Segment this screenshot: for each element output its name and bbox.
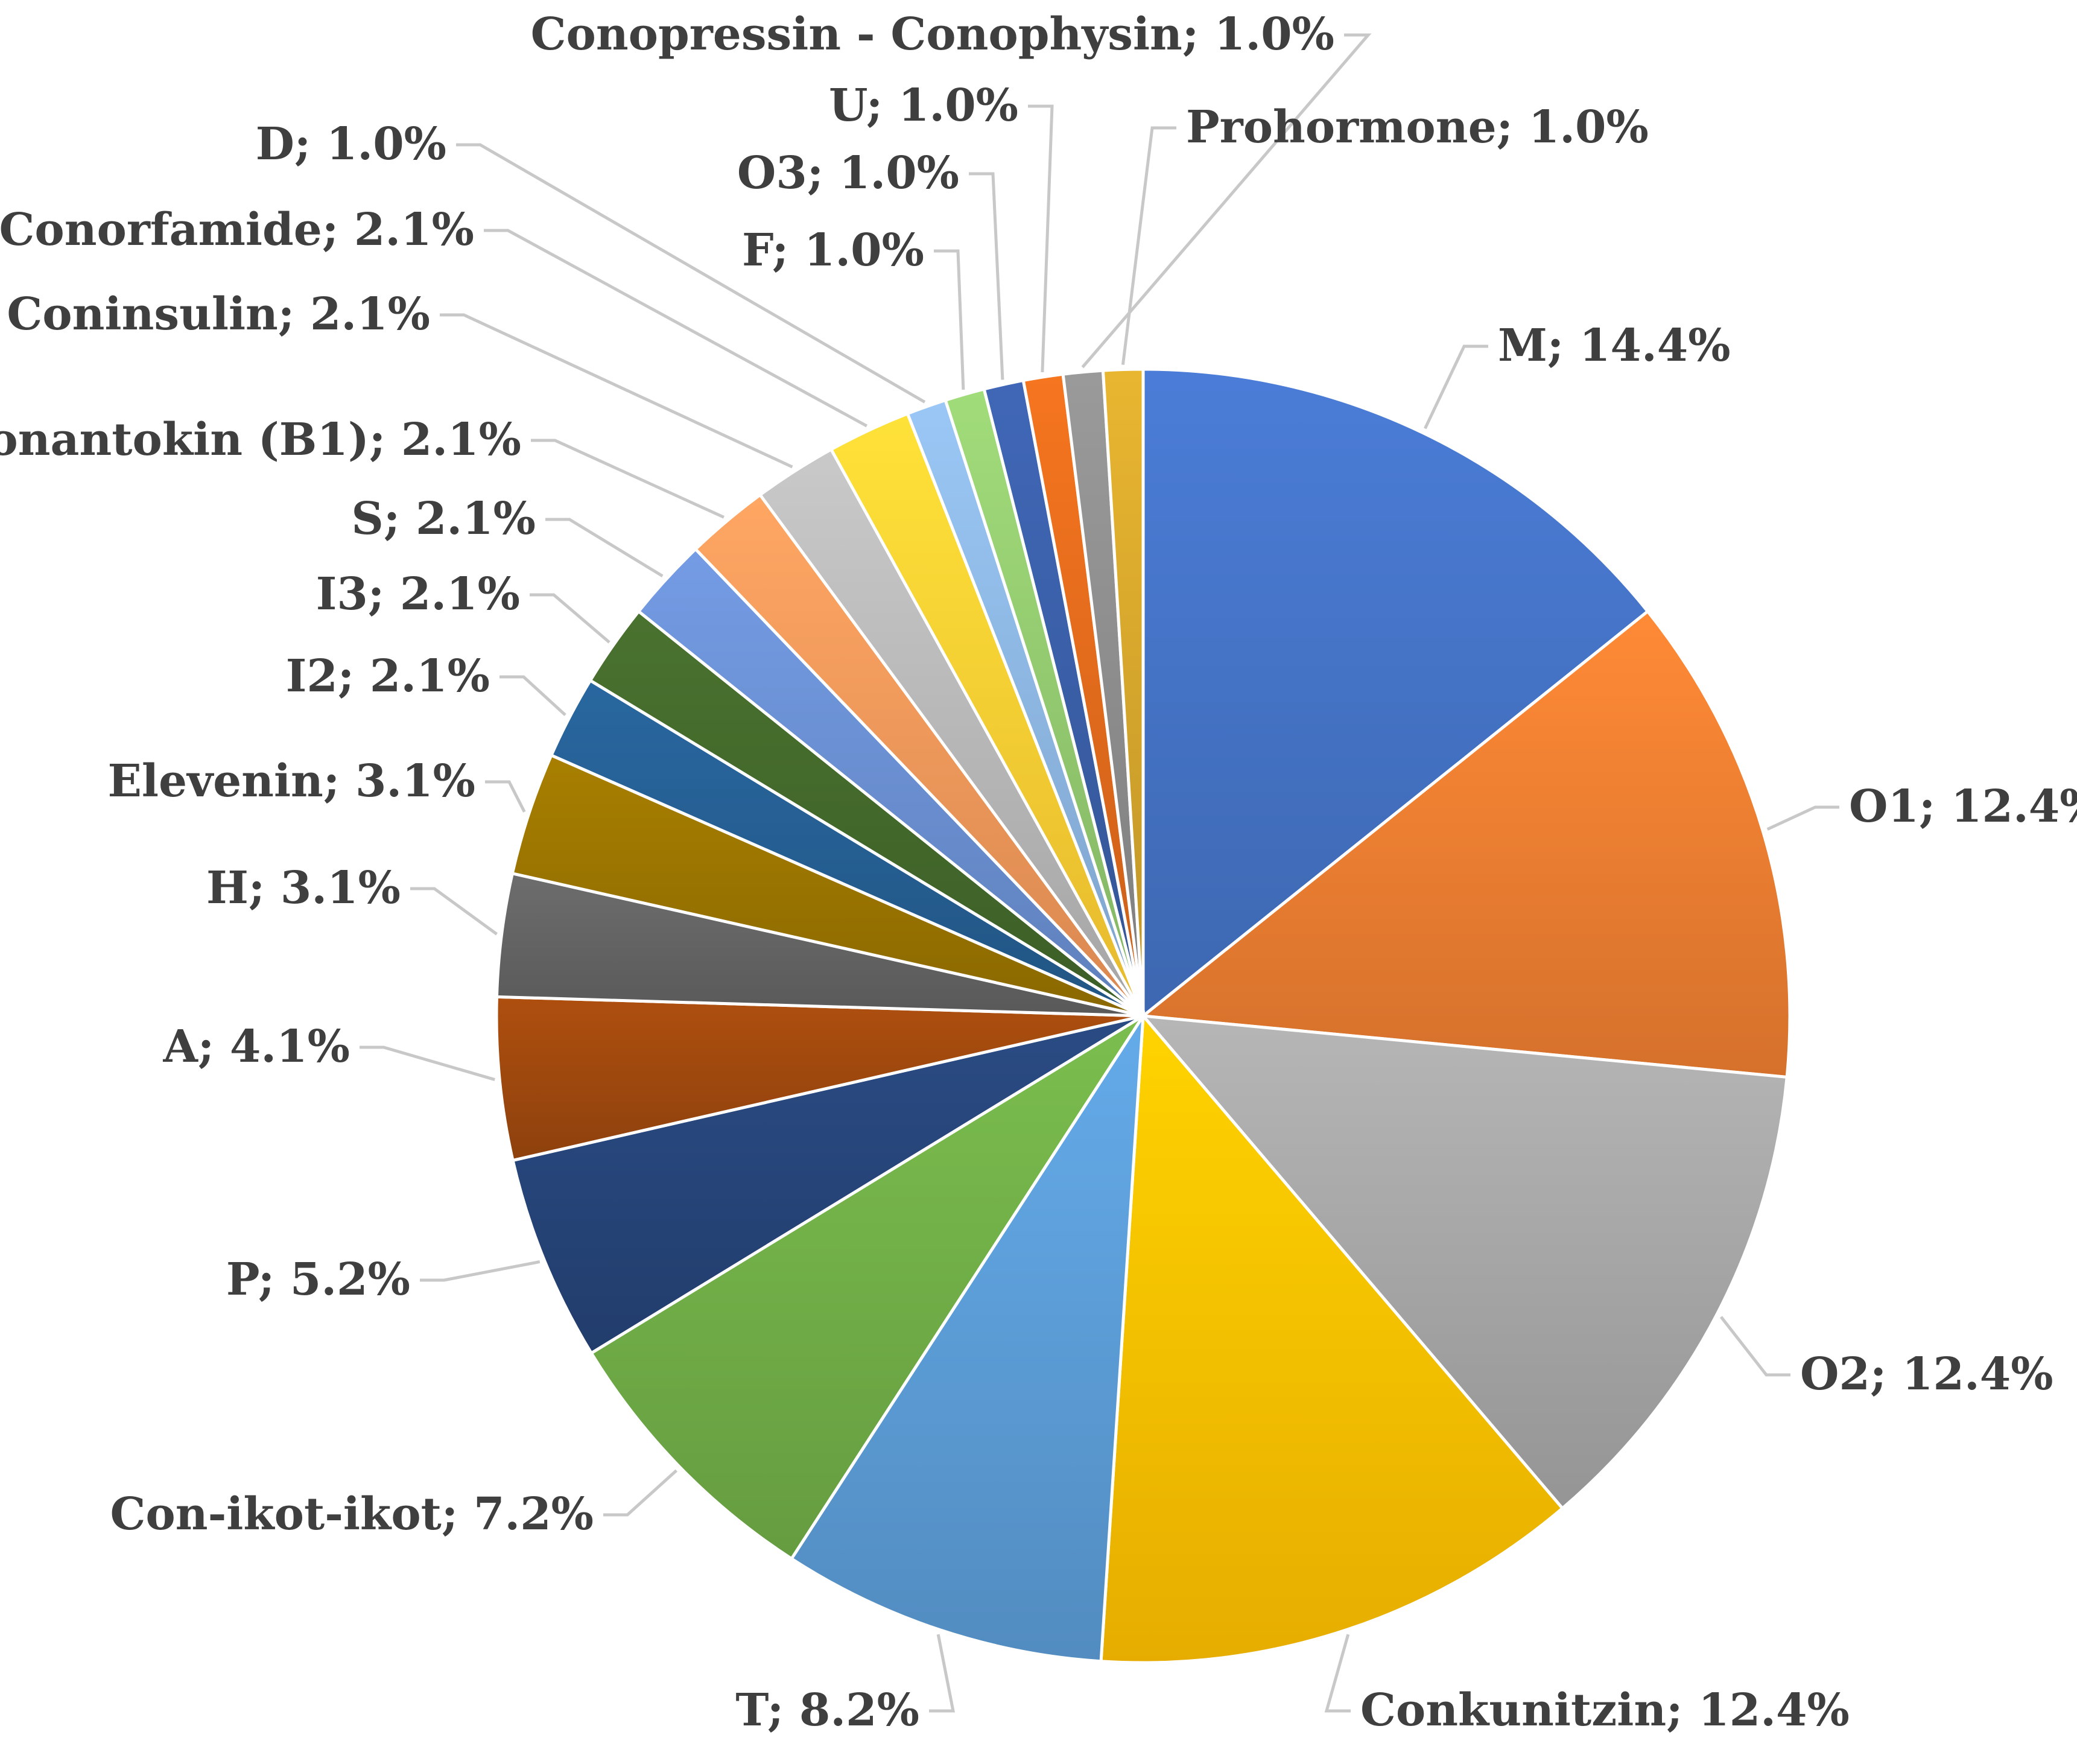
pie-slice-a bbox=[495, 995, 1144, 1163]
labels-layer: M; 14.4% O1; 12.4% O2; 12.4% Conkunitzin; 1… bbox=[0, 8, 2077, 1736]
leader-line-f bbox=[934, 249, 965, 390]
leader-line-h bbox=[410, 887, 498, 936]
data-label-d: D; 1.0% bbox=[256, 118, 446, 170]
data-label-s: S; 2.1% bbox=[351, 493, 536, 545]
pie-slice-t bbox=[789, 1010, 1146, 1663]
leader-line-u bbox=[1028, 104, 1054, 373]
leader-line-i2 bbox=[499, 675, 566, 717]
leader-line-elevenin bbox=[485, 780, 526, 813]
leader-line-p bbox=[420, 1260, 541, 1282]
pie-slice-o2 bbox=[1140, 1014, 1789, 1511]
pie-slice-con-ikot-ikot bbox=[589, 1014, 1145, 1561]
data-label-con-ikot-ikot: Con-ikot-ikot; 7.2% bbox=[110, 1488, 594, 1540]
leader-line-conantokin-b1 bbox=[531, 439, 725, 519]
data-label-i3: I3; 2.1% bbox=[316, 568, 520, 620]
data-label-h: H; 3.1% bbox=[206, 862, 401, 914]
leader-line-con-ikot-ikot bbox=[603, 1469, 677, 1517]
data-label-o2: O2; 12.4% bbox=[1800, 1348, 2053, 1400]
data-label-f: F; 1.0% bbox=[742, 224, 924, 276]
data-label-i2: I2; 2.1% bbox=[286, 650, 490, 702]
leader-line-conopressin-conophysin bbox=[1081, 33, 1372, 369]
leader-line-coninsulin bbox=[440, 313, 793, 469]
leader-line-d bbox=[456, 143, 926, 404]
data-label-o1: O1; 12.4% bbox=[1849, 781, 2077, 833]
data-label-o3: O3; 1.0% bbox=[737, 147, 959, 199]
data-label-prohormone: Prohormone; 1.0% bbox=[1186, 101, 1649, 153]
leader-line-t bbox=[929, 1634, 956, 1713]
data-label-a: A; 4.1% bbox=[162, 1021, 350, 1073]
leader-line-m bbox=[1424, 344, 1488, 430]
leader-line-conorfamide bbox=[484, 229, 867, 428]
data-label-p: P; 5.2% bbox=[226, 1254, 410, 1306]
leader-line-o2 bbox=[1719, 1316, 1790, 1377]
data-label-conorfamide: Conorfamide; 2.1% bbox=[0, 204, 474, 256]
slices-layer bbox=[495, 367, 1792, 1664]
data-label-conantokin-b1: Conantokin (B1); 2.1% bbox=[0, 414, 521, 466]
leader-line-o3 bbox=[969, 172, 1004, 380]
leader-line-conkunitzin bbox=[1324, 1634, 1351, 1713]
leader-line-o1 bbox=[1766, 805, 1839, 831]
leader-line-s bbox=[545, 518, 664, 578]
data-label-conkunitzin: Conkunitzin; 12.4% bbox=[1360, 1684, 1850, 1736]
data-label-u: U; 1.0% bbox=[829, 80, 1018, 132]
pie-slice-o1 bbox=[1139, 609, 1792, 1079]
data-label-conopressin-conophysin: Conopressin - Conophysin; 1.0% bbox=[531, 8, 1334, 60]
data-label-t: T; 8.2% bbox=[735, 1684, 919, 1736]
data-label-coninsulin: Coninsulin; 2.1% bbox=[7, 288, 430, 340]
pie-slice-m bbox=[1141, 367, 1650, 1020]
pie-slice-prohormone bbox=[1101, 367, 1145, 1017]
data-label-elevenin: Elevenin; 3.1% bbox=[107, 755, 475, 807]
leader-line-a bbox=[360, 1045, 495, 1081]
data-label-m: M; 14.4% bbox=[1498, 320, 1731, 372]
pie-slice-conkunitzin bbox=[1099, 1012, 1565, 1664]
pie-slice-p bbox=[511, 1014, 1144, 1356]
leader-line-i3 bbox=[530, 593, 610, 644]
leader-lines-layer bbox=[360, 33, 1839, 1713]
leader-line-prohormone bbox=[1121, 126, 1176, 365]
